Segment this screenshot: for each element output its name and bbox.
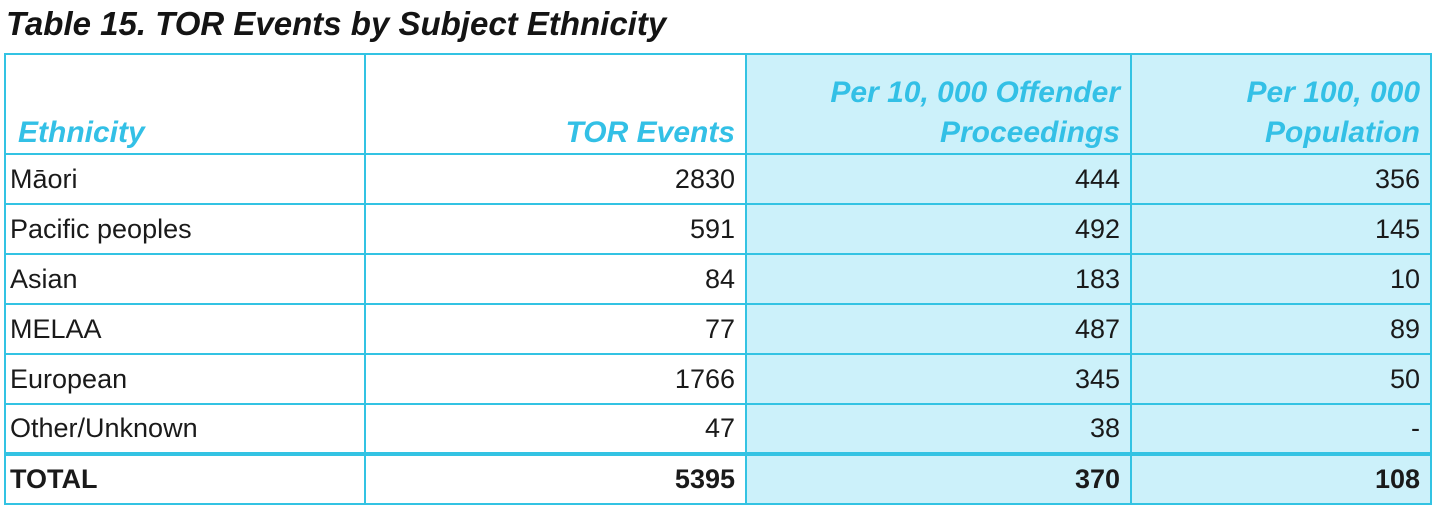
header-row: Ethnicity TOR Events Per 10, 000 Offende… xyxy=(4,53,1432,155)
table-row: European 1766 345 50 xyxy=(4,353,1432,405)
tor-events-cell: 47 xyxy=(364,403,747,455)
tor-events-cell: 77 xyxy=(364,303,747,355)
total-per-10000-cell: 370 xyxy=(745,452,1132,505)
ethnicity-cell: Māori xyxy=(4,153,366,205)
table-row: Pacific peoples 591 492 145 xyxy=(4,203,1432,255)
per-100000-cell: - xyxy=(1130,403,1432,455)
ethnicity-cell: Asian xyxy=(4,253,366,305)
table-row: MELAA 77 487 89 xyxy=(4,303,1432,355)
table-title: Table 15. TOR Events by Subject Ethnicit… xyxy=(6,5,667,42)
per-10000-cell: 38 xyxy=(745,403,1132,455)
per-10000-cell: 492 xyxy=(745,203,1132,255)
ethnicity-cell: Pacific peoples xyxy=(4,203,366,255)
ethnicity-cell: Other/Unknown xyxy=(4,403,366,455)
tor-events-cell: 591 xyxy=(364,203,747,255)
per-100000-cell: 10 xyxy=(1130,253,1432,305)
per-100000-cell: 50 xyxy=(1130,353,1432,405)
total-row: TOTAL 5395 370 108 xyxy=(4,452,1432,505)
tor-events-cell: 2830 xyxy=(364,153,747,205)
table-row: Māori 2830 444 356 xyxy=(4,153,1432,205)
total-per-100000-cell: 108 xyxy=(1130,452,1432,505)
per-10000-cell: 487 xyxy=(745,303,1132,355)
ethnicity-cell: European xyxy=(4,353,366,405)
ethnicity-cell: MELAA xyxy=(4,303,366,355)
table-row: Asian 84 183 10 xyxy=(4,253,1432,305)
column-header-per-10000: Per 10, 000 Offender Proceedings xyxy=(745,53,1132,155)
tor-events-cell: 84 xyxy=(364,253,747,305)
per-100000-cell: 145 xyxy=(1130,203,1432,255)
per-100000-cell: 89 xyxy=(1130,303,1432,355)
total-tor-events-cell: 5395 xyxy=(364,452,747,505)
per-10000-cell: 345 xyxy=(745,353,1132,405)
total-label-cell: TOTAL xyxy=(4,452,366,505)
tor-events-cell: 1766 xyxy=(364,353,747,405)
column-header-per-100000: Per 100, 000 Population xyxy=(1130,53,1432,155)
tor-events-table: Ethnicity TOR Events Per 10, 000 Offende… xyxy=(4,53,1432,505)
column-header-ethnicity: Ethnicity xyxy=(4,53,366,155)
per-100000-cell: 356 xyxy=(1130,153,1432,205)
table-row: Other/Unknown 47 38 - xyxy=(4,403,1432,455)
column-header-tor-events: TOR Events xyxy=(364,53,747,155)
per-10000-cell: 183 xyxy=(745,253,1132,305)
per-10000-cell: 444 xyxy=(745,153,1132,205)
